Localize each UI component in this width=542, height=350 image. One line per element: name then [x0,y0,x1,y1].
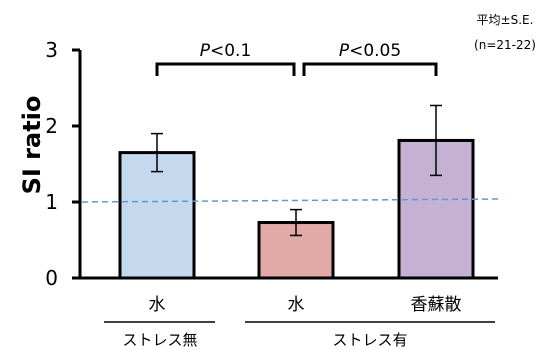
stats-note-line2: (n=21-22) [474,38,536,52]
category-label: 水 [288,295,305,315]
category-label: 水 [149,295,166,315]
y-tick-label: 3 [45,38,58,62]
y-axis-label: SI ratio [18,96,46,195]
p-symbol: P [339,41,350,61]
group-label: ストレス有 [332,331,407,349]
group-label: ストレス無 [122,331,197,349]
p-threshold: <0.1 [210,41,251,61]
y-tick-label: 2 [45,114,58,138]
stats-note-line1: 平均±S.E. [477,13,534,27]
error-bars-layer [151,104,442,237]
significance-layer: P<0.1 P<0.05 [155,41,438,76]
significance-label: P<0.1 [200,41,252,61]
y-tick-label: 1 [45,190,58,214]
significance-bracket [155,62,296,76]
significance-label: P<0.05 [339,41,401,61]
bars-layer [118,138,475,280]
p-symbol: P [200,41,211,61]
significance-bracket [302,62,438,76]
bar [397,138,475,280]
category-label: 香蘇散 [411,295,462,315]
p-threshold: <0.05 [349,41,401,61]
y-tick-label: 0 [45,266,58,290]
